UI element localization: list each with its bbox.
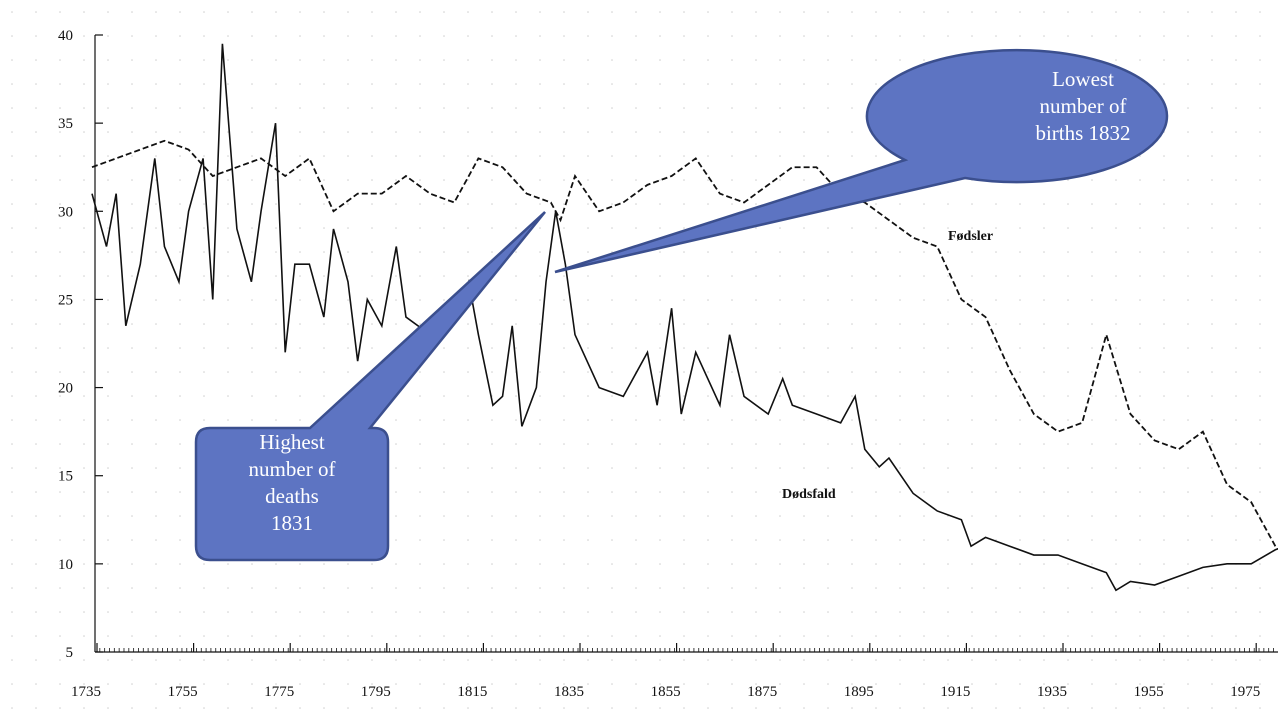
callout-text: Highest <box>259 430 324 454</box>
callout-text: number of <box>249 457 336 481</box>
x-tick-label: 1955 <box>1134 684 1164 700</box>
y-tick-label: 40 <box>58 28 73 44</box>
x-tick-label: 1975 <box>1230 684 1260 700</box>
callout-shape <box>194 211 546 562</box>
y-tick-label: 20 <box>58 381 73 397</box>
callout-text: 1831 <box>271 511 313 535</box>
series-line <box>91 43 1278 592</box>
x-tick-label: 1855 <box>651 684 681 700</box>
series-label: Fødsler <box>948 229 993 244</box>
series-line <box>91 139 1278 550</box>
x-tick-label: 1735 <box>71 684 101 700</box>
series-label: Dødsfald <box>782 487 836 502</box>
x-tick-label: 1875 <box>747 684 777 700</box>
y-tick-label: 15 <box>58 469 73 485</box>
y-tick-label: 35 <box>58 116 73 132</box>
x-tick-label: 1775 <box>264 684 294 700</box>
y-tick-label: 30 <box>58 204 73 220</box>
callout-text: deaths <box>265 484 319 508</box>
x-tick-label: 1935 <box>1037 684 1067 700</box>
y-tick-label: 25 <box>58 292 73 308</box>
callout-text: Lowest <box>1052 67 1114 91</box>
callout-shape <box>554 48 1169 274</box>
x-tick-label: 1895 <box>844 684 874 700</box>
y-tick-label: 5 <box>66 645 74 661</box>
x-tick-label: 1835 <box>554 684 584 700</box>
callout-text: births 1832 <box>1035 121 1130 145</box>
x-tick-label: 1795 <box>361 684 391 700</box>
x-tick-label: 1815 <box>457 684 487 700</box>
y-tick-label: 10 <box>58 557 73 573</box>
x-tick-label: 1755 <box>168 684 198 700</box>
x-tick-label: 1915 <box>940 684 970 700</box>
callout-text: number of <box>1040 94 1127 118</box>
